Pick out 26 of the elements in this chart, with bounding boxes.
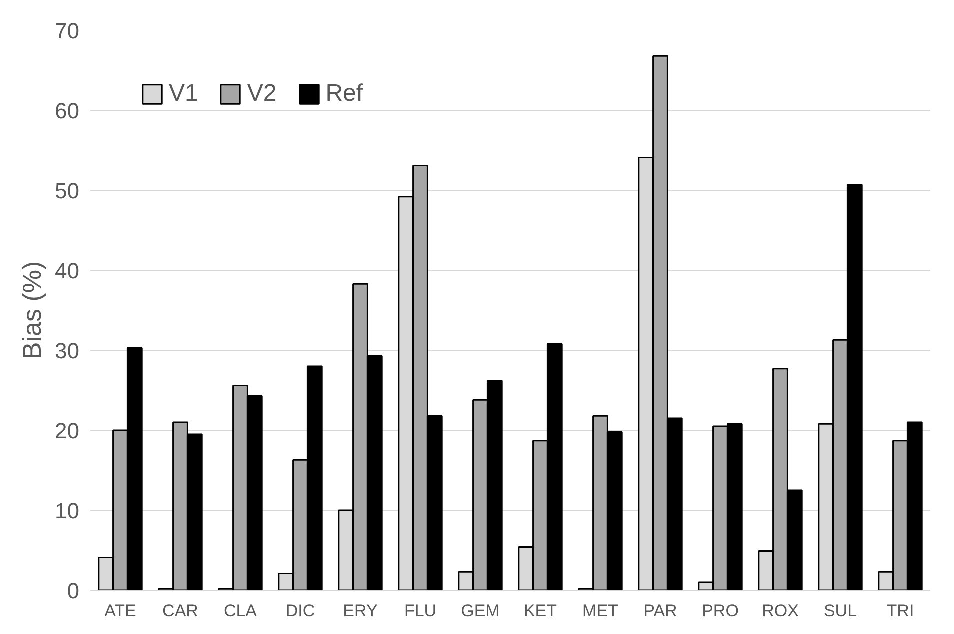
x-tick-label: DIC [286, 602, 316, 620]
x-tick-label: KET [524, 602, 558, 620]
x-tick-label: ROX [762, 602, 799, 620]
x-tick-label: ATE [104, 602, 136, 620]
y-axis-title: Bias (%) [17, 261, 48, 360]
legend-label: Ref [326, 80, 364, 108]
legend-label: V1 [169, 80, 198, 108]
x-tick-label: MET [582, 602, 618, 620]
x-tick-label: PRO [702, 602, 739, 620]
x-tick-label: SUL [824, 602, 858, 620]
x-tick-label: GEM [461, 602, 500, 620]
legend-label: V2 [247, 80, 277, 108]
x-tick-label: PAR [644, 602, 678, 620]
y-tick-label: 50 [55, 178, 80, 204]
x-tick-label: ERY [343, 602, 378, 620]
y-tick-label: 10 [55, 498, 80, 524]
y-tick-label: 40 [55, 258, 80, 284]
y-tick-label: 30 [55, 338, 80, 364]
y-tick-label: 70 [55, 18, 80, 44]
x-tick-label: FLU [404, 602, 437, 620]
x-tick-label: TRI [886, 602, 914, 620]
y-tick-label: 60 [55, 98, 80, 124]
x-tick-label: CLA [224, 602, 258, 620]
y-tick-label: 0 [67, 578, 80, 604]
x-tick-label: CAR [162, 602, 198, 620]
y-tick-label: 20 [55, 418, 80, 444]
